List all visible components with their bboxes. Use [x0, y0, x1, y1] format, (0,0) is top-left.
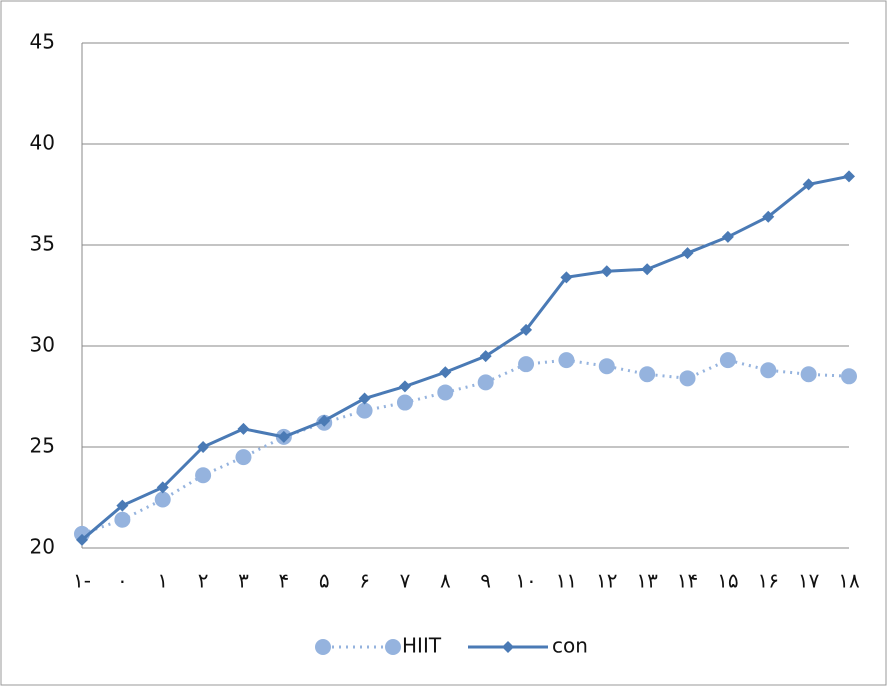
y-tick-label: 25: [30, 434, 55, 458]
data-point: [479, 350, 492, 363]
data-point: [154, 491, 171, 508]
data-point: [318, 414, 331, 427]
data-point: [558, 352, 575, 369]
data-point: [114, 511, 131, 528]
y-tick-label: 40: [30, 131, 55, 155]
data-point: [843, 170, 855, 183]
data-point: [437, 384, 454, 401]
legend-marker: [315, 639, 331, 655]
data-point: [679, 370, 696, 387]
data-point: [802, 178, 815, 191]
data-point: [719, 352, 736, 369]
data-point: [641, 263, 654, 276]
x-tick-label: ۱۳: [636, 569, 658, 593]
data-point: [396, 394, 413, 411]
data-point: [762, 210, 775, 223]
legend-label: con: [552, 634, 588, 658]
x-tick-label: ۱۱: [556, 569, 577, 593]
data-point: [760, 362, 777, 379]
data-point: [197, 441, 210, 453]
data-point: [235, 449, 252, 466]
data-point: [76, 533, 88, 546]
data-point: [195, 467, 212, 484]
data-point: [156, 481, 169, 494]
series-line: [81, 174, 850, 542]
data-point: [600, 265, 613, 278]
data-point: [356, 402, 373, 419]
data-point: [518, 356, 535, 373]
y-tick-label: 30: [30, 333, 55, 357]
legend-label: HIIT: [402, 634, 442, 658]
data-point: [277, 430, 290, 443]
data-point: [116, 499, 129, 512]
data-point: [560, 271, 573, 284]
data-point: [439, 366, 452, 379]
data-point: [477, 374, 494, 391]
y-tick-label: 35: [30, 232, 55, 256]
data-point: [800, 366, 817, 383]
x-tick-label: ۶: [359, 569, 370, 593]
x-tick-label: ۵: [319, 569, 330, 593]
x-tick-label: ۰: [117, 569, 128, 593]
data-point: [358, 392, 371, 405]
legend-marker: [385, 639, 401, 655]
x-tick-label: ۷: [400, 569, 411, 593]
data-point: [237, 422, 250, 435]
x-tick-label: ۱۰: [515, 569, 536, 593]
data-point: [598, 358, 615, 375]
x-tick-label: ۴: [278, 569, 289, 593]
data-point: [398, 380, 411, 393]
x-tick-label: ۱۶: [758, 569, 779, 593]
data-point: [520, 323, 533, 336]
x-tick-label: ۸: [440, 569, 451, 593]
x-tick-label: ۹: [480, 569, 491, 593]
x-tick-label: ۲: [198, 569, 209, 593]
x-tick-label: ۱۲: [596, 569, 617, 593]
legend-marker: [502, 641, 514, 653]
data-point: [841, 368, 857, 385]
x-tick-label: ۱۵: [717, 569, 738, 593]
y-tick-label: 45: [30, 30, 55, 54]
x-tick-label: ۳: [238, 569, 249, 593]
data-point: [681, 247, 694, 260]
x-tick-label: ۱۸: [838, 569, 860, 593]
data-point: [721, 230, 734, 243]
x-tick-label: ۱۴: [677, 569, 698, 593]
data-point: [639, 366, 656, 383]
x-tick-label: ۱۷: [798, 569, 820, 593]
x-tick-label: ۱: [157, 569, 168, 593]
y-tick-label: 20: [30, 535, 55, 559]
x-tick-label: ۱-: [73, 569, 91, 593]
